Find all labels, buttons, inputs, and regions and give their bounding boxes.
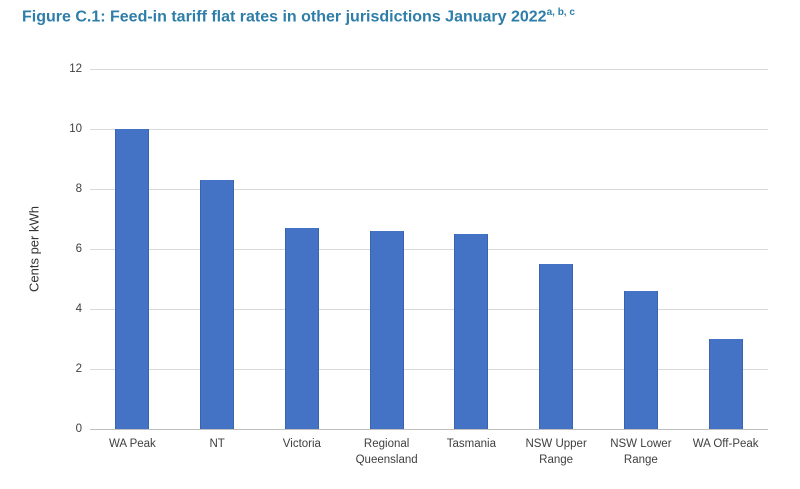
x-tick-label: NT [209, 438, 225, 450]
gridline-y4 [90, 309, 768, 310]
figure-title-text: Figure C.1: Feed-in tariff flat rates in… [22, 8, 547, 26]
gridline-y12 [90, 69, 768, 70]
x-tick-label: NSW Lower Range [610, 438, 672, 466]
bar-tasmania [454, 234, 489, 429]
figure-title-superscript: a, b, c [546, 7, 575, 18]
x-tick-label: WA Peak [108, 438, 156, 450]
bar-regional-queensland [369, 231, 404, 429]
y-axis-title: Cents per kWh [26, 206, 42, 292]
plot-area [90, 69, 768, 430]
x-tick-label: Victoria [282, 438, 321, 450]
x-tick-label: NSW Upper Range [525, 438, 587, 466]
y-axis-tick-labels: 0 2 4 6 8 10 12 [42, 63, 82, 435]
x-tick-label: Tasmania [446, 438, 496, 450]
bar-nt [200, 180, 235, 429]
gridline-y8 [90, 189, 768, 190]
x-axis-category-labels: WA Peak NT Victoria Regional Queensland Tasm… [90, 437, 768, 481]
y-tick-label: 8 [75, 183, 82, 195]
bar-nsw-lower-range [623, 291, 658, 429]
y-tick-label: 10 [69, 123, 82, 135]
y-tick-label: 4 [75, 303, 82, 315]
y-tick-label: 2 [75, 363, 82, 375]
bar-wa-off-peak [708, 339, 743, 429]
gridline-y10 [90, 129, 768, 130]
x-axis-line [90, 429, 768, 430]
x-tick-label: Regional Queensland [355, 438, 418, 466]
y-tick-label: 12 [69, 63, 82, 75]
y-tick-label: 0 [75, 423, 82, 435]
bar-wa-peak [115, 129, 150, 429]
figure-title: Figure C.1: Feed-in tariff flat rates in… [22, 7, 575, 26]
gridline-y6 [90, 249, 768, 250]
bar-nsw-upper-range [539, 264, 574, 429]
x-tick-label: WA Off-Peak [692, 438, 759, 450]
bar-victoria [284, 228, 319, 429]
y-tick-label: 6 [75, 243, 82, 255]
gridline-y2 [90, 369, 768, 370]
